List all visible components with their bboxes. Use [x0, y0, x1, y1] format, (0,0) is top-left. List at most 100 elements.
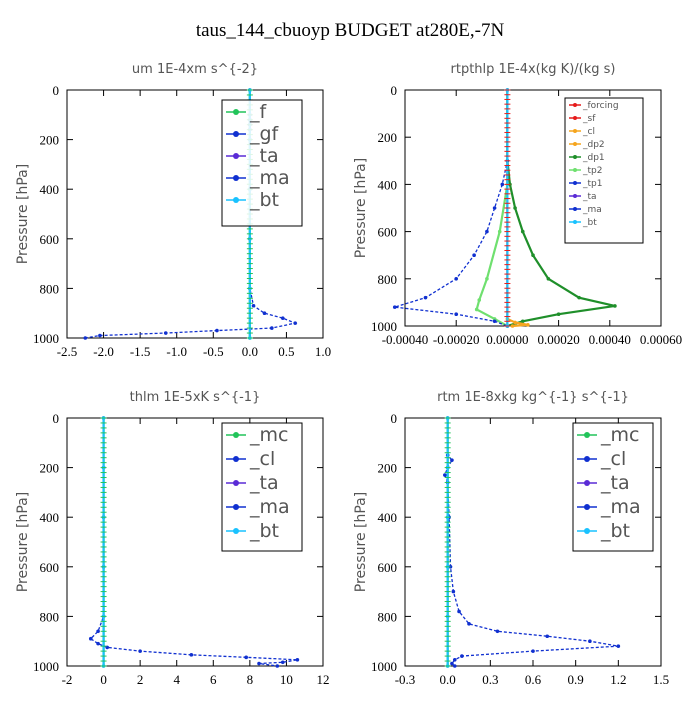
y-tick-label: 1000: [371, 319, 397, 334]
series-line-tp1: [394, 90, 509, 327]
data-point: [520, 229, 525, 234]
data-point: [495, 629, 500, 634]
data-point: [257, 661, 261, 666]
legend-marker: [233, 197, 239, 203]
data-point: [392, 305, 397, 309]
legend-marker: [233, 456, 239, 462]
legend-entry: _ta: [582, 192, 597, 202]
legend-entry: _ta: [249, 145, 279, 167]
data-point: [531, 253, 535, 257]
x-tick-label: 1.0: [315, 344, 331, 359]
data-point: [485, 229, 489, 234]
legend-box: [564, 97, 644, 244]
legend-marker: [573, 129, 577, 133]
y-tick-label: 0: [391, 411, 398, 426]
series-line-dp1: [506, 90, 616, 328]
x-tick-label: -0.5: [203, 344, 224, 359]
data-point: [251, 303, 256, 308]
legend-entry: _bt: [600, 520, 630, 542]
legend-entry: _bt: [249, 189, 279, 211]
data-point: [450, 661, 454, 666]
x-tick-label: -1.0: [166, 344, 187, 359]
legend-marker: [573, 168, 577, 172]
y-tick-label: 400: [40, 510, 60, 525]
data-point: [477, 298, 482, 302]
y-axis-label: Pressure [hPa]: [353, 492, 369, 592]
legend: _f_gf_ta_ma_bt: [221, 99, 303, 227]
y-tick-label: 1000: [33, 659, 59, 674]
y-tick-label: 600: [40, 560, 60, 575]
x-tick-label: 0.5: [278, 344, 294, 359]
legend-marker: [233, 528, 239, 534]
x-tick-label: -0.00020: [433, 332, 480, 347]
legend-marker: [584, 528, 590, 534]
y-tick-label: 800: [378, 272, 398, 287]
series-line-cl: [89, 418, 298, 667]
legend-marker: [233, 109, 239, 115]
y-tick-label: 600: [378, 560, 398, 575]
legend: _forcing _sf _cl _dp2 _dp1 _tp2 _tp1 _ta _ma _bt: [564, 97, 644, 244]
y-tick-label: 1000: [33, 331, 59, 346]
data-point: [96, 641, 100, 646]
x-tick-label: -2.5: [57, 344, 78, 359]
data-point: [450, 458, 454, 462]
data-point: [616, 644, 621, 648]
legend-entry: _cl: [600, 448, 626, 470]
plot-frame: [66, 89, 324, 339]
legend-entry: _ma: [600, 496, 641, 518]
y-tick-label: 800: [40, 609, 60, 624]
series-line-cl: [506, 317, 529, 328]
x-tick-label: 1.2: [610, 672, 626, 687]
y-tick-label: 200: [378, 461, 398, 476]
legend-marker: [573, 220, 577, 224]
legend-entry: _ta: [600, 472, 630, 494]
y-axis-label: Pressure [hPa]: [353, 158, 369, 258]
y-tick-label: 0: [391, 83, 398, 98]
data-point: [613, 304, 617, 308]
y-tick-label: 0: [53, 83, 60, 98]
legend: _mc_cl_ta_ma_bt: [572, 422, 654, 552]
x-tick-label: 0.0: [242, 344, 258, 359]
data-point: [546, 277, 551, 281]
data-point: [454, 312, 459, 317]
legend-marker: [233, 480, 239, 486]
data-point: [189, 653, 194, 657]
data-point: [443, 473, 447, 477]
legend-entry: _ta: [249, 472, 279, 494]
x-tick-label: 0.3: [482, 672, 498, 687]
legend-entry: _ma: [582, 205, 602, 215]
legend-marker: [573, 142, 577, 146]
series-line-cl: [444, 418, 619, 667]
legend-entry: _dp2: [582, 140, 605, 150]
legend: _mc_cl_ta_ma_bt: [221, 422, 303, 552]
chart-panel-3: thlm 1E-5xK s^{-1} Pressure [hPa] 0 200 400 6…: [15, 390, 330, 687]
legend-box: [221, 99, 303, 227]
data-point: [460, 654, 464, 658]
data-point: [485, 277, 489, 281]
data-point: [262, 311, 267, 316]
data-point: [244, 655, 248, 660]
y-tick-label: 600: [378, 225, 398, 240]
x-tick-label: -0.3: [395, 672, 416, 687]
y-axis-label: Pressure [hPa]: [15, 164, 31, 264]
legend-marker: [573, 207, 577, 211]
data-point: [492, 206, 497, 210]
x-tick-label: 0.00000: [486, 332, 528, 347]
chart-panel-2: rtpthlp 1E-4x(kg K)/(kg s) Pressure [hPa]…: [353, 62, 682, 347]
legend-entry: _f: [249, 101, 268, 123]
data-point: [556, 312, 561, 317]
x-tick-label: 0.0: [440, 672, 456, 687]
legend-marker: [233, 432, 239, 438]
y-tick-label: 400: [378, 510, 398, 525]
data-point: [472, 253, 476, 257]
data-point: [96, 629, 100, 634]
legend-entry: _bt: [582, 218, 597, 228]
x-tick-label: -0.00040: [382, 332, 429, 347]
x-tick-label: 8: [247, 672, 254, 687]
data-point: [492, 319, 497, 324]
y-tick-label: 400: [40, 182, 60, 197]
data-point: [270, 326, 274, 330]
x-tick-label: 0: [100, 672, 107, 687]
legend-entry: _sf: [582, 114, 596, 124]
